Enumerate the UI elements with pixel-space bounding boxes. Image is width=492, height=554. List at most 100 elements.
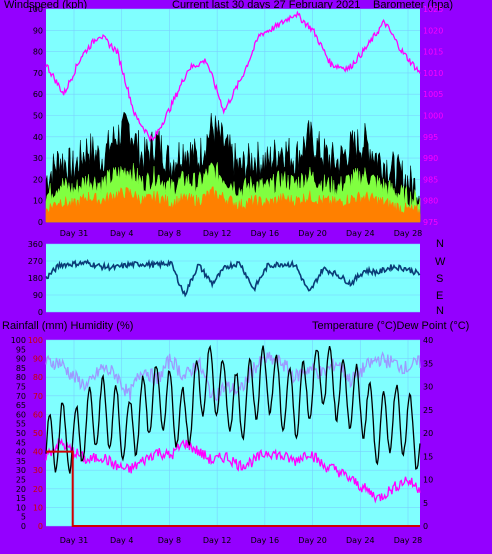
temp-x-tick-label: Day 28	[394, 536, 423, 545]
rain-tick-label: 35	[16, 457, 26, 466]
rain-tick-label: 85	[16, 364, 26, 373]
barometer-tick-label: 1000	[423, 112, 443, 121]
barometer-tick-label: 985	[423, 175, 438, 184]
temp-x-tick-label: Day 12	[203, 536, 232, 545]
temp-tick-label: 35	[423, 359, 433, 368]
rain-humidity-axis-title: Rainfall (mm) Humidity (%)	[2, 320, 134, 332]
temp-x-tick-label: Day 24	[346, 536, 375, 545]
wind-tick-label: 50	[33, 112, 43, 121]
humidity-tick-label: 50	[33, 429, 43, 438]
temp-x-tick-label: Day 8	[158, 536, 181, 545]
wind-x-tick-label: Day 12	[203, 229, 232, 238]
rain-tick-label: 40	[16, 448, 26, 457]
barometer-tick-label: 1015	[423, 48, 443, 57]
rain-tick-label: 80	[16, 373, 26, 382]
barometer-tick-label: 1010	[423, 69, 443, 78]
direction-tick-label: 270	[28, 257, 43, 266]
rain-tick-label: 60	[16, 410, 26, 419]
temp-tick-label: 15	[423, 452, 433, 461]
wind-tick-label: 80	[33, 48, 43, 57]
rain-tick-label: 65	[16, 401, 26, 410]
temp-x-tick-label: Day 16	[251, 536, 280, 545]
barometer-tick-label: 1025	[423, 5, 443, 14]
compass-e: E	[436, 290, 444, 302]
wind-x-tick-label: Day 28	[394, 229, 423, 238]
barometer-tick-label: 975	[423, 218, 438, 227]
wind-tick-label: 0	[38, 218, 43, 227]
barometer-tick-label: 1005	[423, 90, 443, 99]
rain-tick-label: 15	[16, 494, 26, 503]
rain-tick-label: 100	[11, 336, 26, 345]
barometer-tick-label: 1020	[423, 26, 443, 35]
barometer-tick-label: 990	[423, 154, 438, 163]
temp-tick-label: 40	[423, 336, 433, 345]
rain-tick-label: 70	[16, 392, 26, 401]
wind-speed-series	[45, 186, 421, 223]
humidity-tick-label: 60	[33, 410, 43, 419]
direction-tick-label: 360	[28, 240, 43, 249]
wind-tick-label: 40	[33, 133, 43, 142]
humidity-tick-label: 80	[33, 373, 43, 382]
dew-point-series	[45, 437, 421, 504]
wind-x-tick-label: Day 8	[158, 229, 181, 238]
wind-x-tick-label: Day 31	[60, 229, 89, 238]
humidity-tick-label: 100	[28, 336, 43, 345]
temp-tick-label: 0	[423, 522, 428, 531]
rain-tick-label: 30	[16, 466, 26, 475]
rain-tick-label: 55	[16, 420, 26, 429]
temp-tick-label: 20	[423, 429, 433, 438]
rain-tick-label: 25	[16, 476, 26, 485]
wind-tick-label: 70	[33, 69, 43, 78]
rain-tick-label: 10	[16, 503, 26, 512]
barometer-tick-label: 995	[423, 133, 438, 142]
temp-tick-label: 5	[423, 499, 428, 508]
humidity-tick-label: 10	[33, 503, 43, 512]
temp-dew-axis-title: Temperature (°C)Dew Point (°C)	[312, 320, 470, 332]
wind-tick-label: 90	[33, 26, 43, 35]
rain-tick-label: 95	[16, 345, 26, 354]
temp-tick-label: 30	[423, 383, 433, 392]
rain-tick-label: 75	[16, 383, 26, 392]
temp-x-tick-label: Day 4	[110, 536, 133, 545]
wind-tick-label: 10	[33, 197, 43, 206]
wind-x-tick-label: Day 4	[110, 229, 133, 238]
rain-tick-label: 50	[16, 429, 26, 438]
compass-w: W	[435, 256, 446, 268]
temperature-series	[45, 344, 421, 474]
wind-tick-label: 60	[33, 90, 43, 99]
barometer-tick-label: 980	[423, 197, 438, 206]
compass-s: S	[436, 273, 444, 285]
rain-tick-label: 20	[16, 485, 26, 494]
compass-n-top: N	[436, 238, 444, 250]
rain-tick-label: 90	[16, 355, 26, 364]
temp-x-tick-label: Day 20	[298, 536, 327, 545]
humidity-tick-label: 40	[33, 448, 43, 457]
wind-tick-label: 30	[33, 154, 43, 163]
direction-tick-label: 180	[28, 274, 43, 283]
humidity-tick-label: 20	[33, 485, 43, 494]
temp-tick-label: 25	[423, 406, 433, 415]
direction-tick-label: 0	[38, 308, 43, 317]
pressure-series	[45, 10, 421, 143]
humidity-tick-label: 90	[33, 355, 43, 364]
rainfall-series	[46, 450, 420, 527]
wind-x-tick-label: Day 16	[251, 229, 280, 238]
direction-tick-label: 90	[33, 291, 43, 300]
temp-tick-label: 10	[423, 476, 433, 485]
humidity-tick-label: 30	[33, 466, 43, 475]
humidity-tick-label: 70	[33, 392, 43, 401]
chart-period-title: Current last 30 days 27 February 2021	[172, 0, 361, 11]
compass-n-bottom: N	[436, 305, 444, 317]
rain-tick-label: 5	[21, 513, 26, 522]
rain-tick-label: 0	[21, 522, 26, 531]
humidity-tick-label: 0	[38, 522, 43, 531]
temp-x-tick-label: Day 31	[60, 536, 89, 545]
wind-tick-label: 20	[33, 175, 43, 184]
wind-x-tick-label: Day 24	[346, 229, 375, 238]
wind-tick-label: 100	[28, 5, 43, 14]
barometer-axis-title: Barometer (hpa)	[373, 0, 454, 11]
wind-axis-title: Windspeed (kph)	[4, 0, 88, 11]
wind-x-tick-label: Day 20	[298, 229, 327, 238]
rain-tick-label: 45	[16, 438, 26, 447]
